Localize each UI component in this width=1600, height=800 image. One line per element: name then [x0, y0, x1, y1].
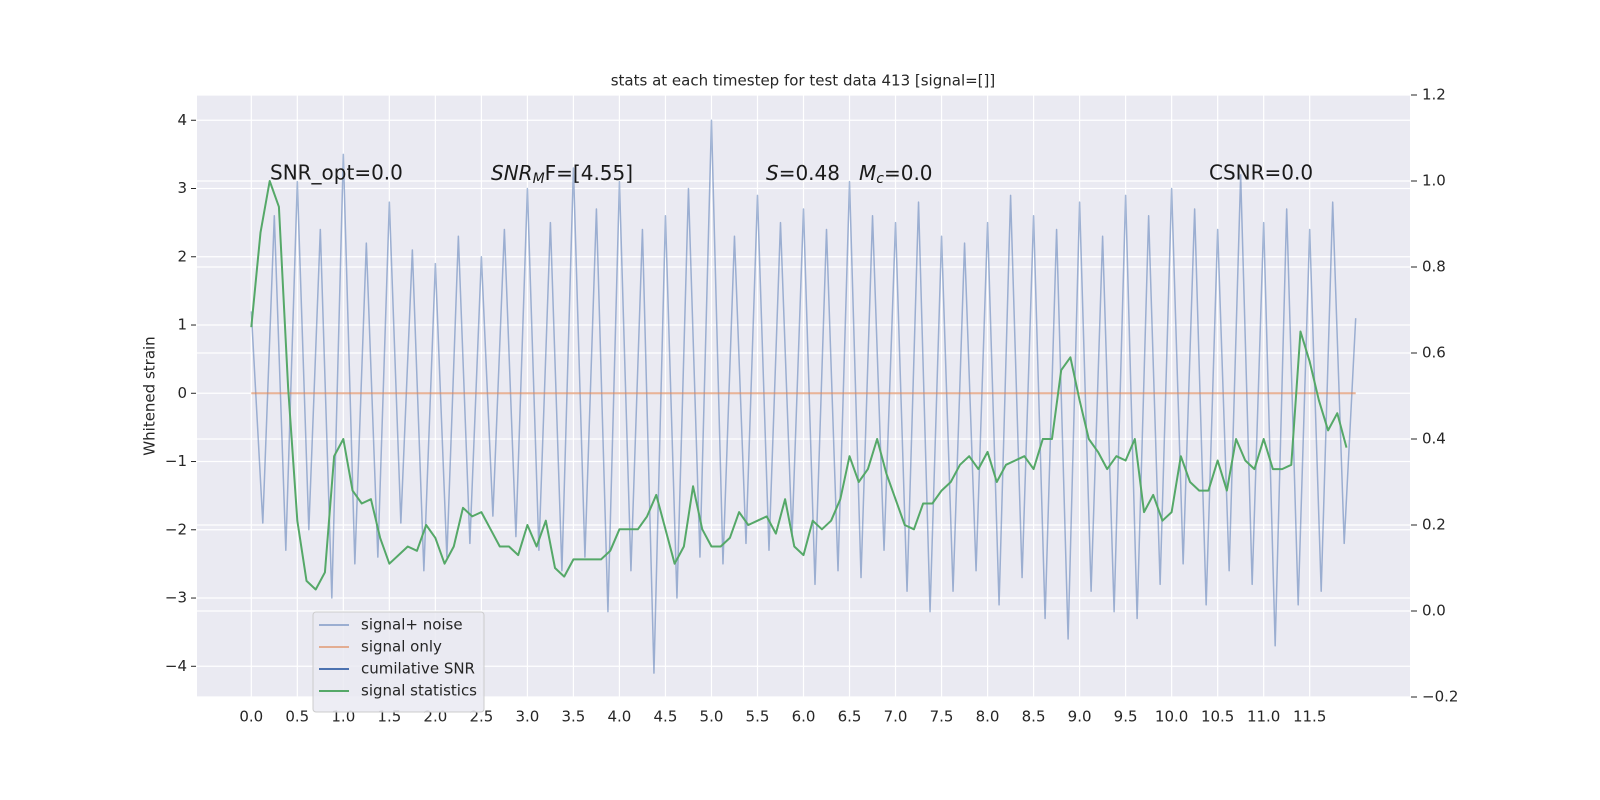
y-tick-label: −4: [165, 657, 187, 675]
y2-tick-label: 0.8: [1422, 258, 1446, 276]
annotation-part: =0.48: [779, 161, 840, 185]
axes: 0.0 0.5 1.0 1.5 2.0 2.5 3.0 3.5 4.0 4.5 5.0 5.5 6.0 6…: [165, 86, 1459, 726]
legend: signal+ noise signal only cumilative SNR si…: [312, 611, 485, 713]
annotation-part: F=[4.55]: [545, 161, 633, 185]
annotation-part: c: [876, 171, 884, 187]
x-tick-label: 8.5: [1022, 708, 1046, 726]
y-tick-label: 1: [177, 316, 187, 334]
legend-box: [312, 611, 485, 713]
y-tick-label: −1: [165, 452, 187, 470]
y2-tick-label: −0.2: [1422, 688, 1458, 706]
y-tick-label: 0: [177, 384, 187, 402]
y-tick-label: −2: [165, 520, 187, 538]
annotation-part: M: [859, 161, 876, 185]
y2-tick-label: 0.2: [1422, 516, 1446, 534]
annotation: CSNR=0.0: [1209, 161, 1313, 185]
annotation-part: S: [766, 161, 779, 185]
chart-title: stats at each timestep for test data 413…: [611, 72, 996, 90]
annotation: S=0.48: [766, 161, 840, 185]
x-tick-label: 5.0: [700, 708, 724, 726]
x-tick-label: 9.5: [1114, 708, 1138, 726]
x-tick-label: 4.5: [654, 708, 678, 726]
x-tick-label: 0.0: [239, 708, 263, 726]
x-tick-label: 6.5: [838, 708, 862, 726]
y2-tick-label: 0.0: [1422, 602, 1446, 620]
x-tick-label: 6.0: [792, 708, 816, 726]
marks: [250, 119, 1357, 674]
grid: [197, 94, 1410, 698]
y-tick-label: −3: [165, 589, 187, 607]
y-tick-label: 2: [177, 247, 187, 265]
x-tick-label: 9.0: [1068, 708, 1092, 726]
x-tick-label: 3.0: [515, 708, 539, 726]
y-tick-label: 4: [177, 111, 187, 129]
x-tick-label: 10.5: [1201, 708, 1234, 726]
x-tick-label: 7.5: [930, 708, 954, 726]
y2-tick-label: 1.2: [1422, 86, 1446, 104]
annotation: Mc=0.0: [859, 161, 933, 188]
x-tick-label: 11.5: [1293, 708, 1326, 726]
annotation: SNRMF=[4.55]: [491, 161, 633, 188]
x-tick-label: 4.0: [608, 708, 632, 726]
annotation-part: M: [533, 171, 545, 187]
x-tick-label: 5.5: [746, 708, 770, 726]
y2-tick-label: 0.6: [1422, 344, 1446, 362]
x-tick-label: 0.5: [285, 708, 309, 726]
legend-label: signal+ noise: [361, 616, 463, 634]
x-tick-label: 7.0: [884, 708, 908, 726]
x-tick-label: 8.0: [976, 708, 1000, 726]
annotation: SNR_opt=0.0: [270, 161, 403, 185]
series-line: [250, 119, 1357, 674]
legend-label: signal statistics: [361, 682, 477, 700]
legend-label: cumilative SNR: [361, 660, 475, 678]
annotation-part: SNR: [491, 161, 533, 185]
legend-label: signal only: [361, 638, 442, 656]
y-tick-label: 3: [177, 179, 187, 197]
y-axis-label: Whitened strain: [141, 336, 159, 455]
x-tick-label: 10.0: [1155, 708, 1188, 726]
x-tick-label: 3.5: [561, 708, 585, 726]
annotation-part: =0.0: [884, 161, 933, 185]
y2-tick-label: 1.0: [1422, 172, 1446, 190]
x-tick-label: 11.0: [1247, 708, 1280, 726]
y2-tick-label: 0.4: [1422, 430, 1446, 448]
series-line: [250, 180, 1348, 591]
